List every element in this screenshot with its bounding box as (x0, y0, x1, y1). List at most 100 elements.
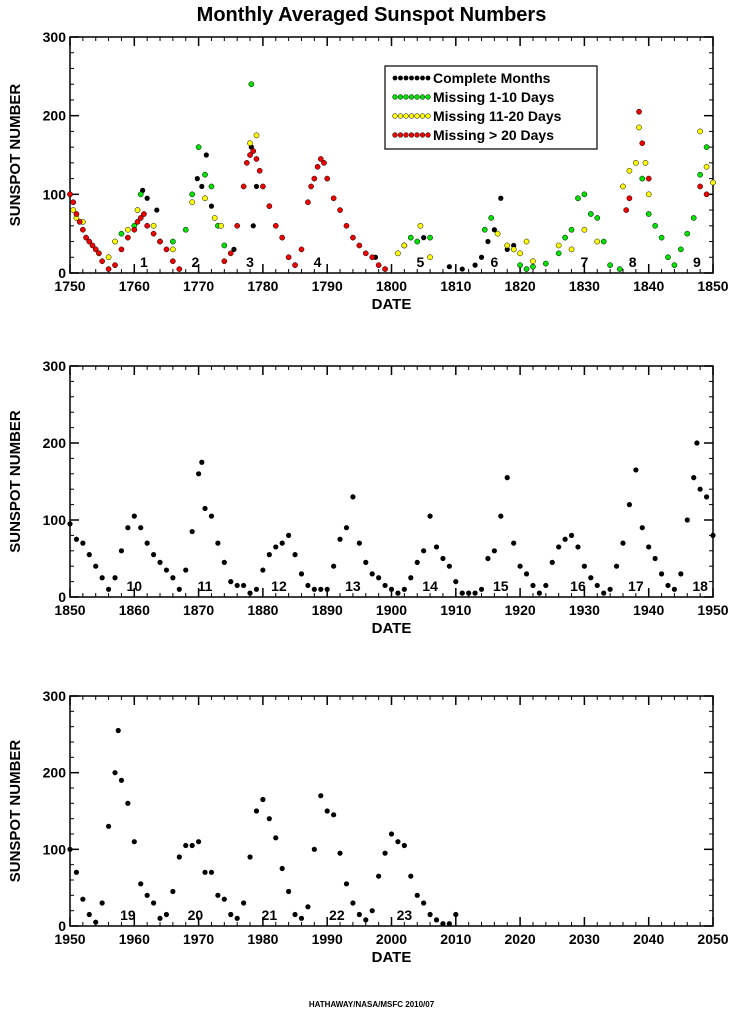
data-point (594, 238, 601, 245)
data-point (555, 242, 562, 249)
data-point (594, 215, 601, 221)
y-axis-label: SUNSPOT NUMBER (7, 740, 24, 883)
data-point (215, 540, 221, 546)
cycle-label: 23 (397, 907, 413, 923)
data-point (510, 246, 517, 253)
data-point (131, 839, 137, 845)
data-point (318, 586, 324, 592)
legend-label: Missing > 20 Days (433, 127, 554, 143)
data-point (202, 195, 208, 202)
data-point (607, 586, 613, 592)
data-point (285, 254, 292, 261)
data-point (118, 777, 125, 783)
data-point (613, 563, 620, 569)
data-point (80, 896, 86, 902)
data-point (170, 258, 176, 265)
x-tick-label: 1750 (54, 278, 85, 294)
x-tick-label: 2030 (569, 931, 600, 947)
data-point (601, 590, 607, 596)
cycle-label: 2 (191, 254, 199, 270)
y-tick-label: 200 (43, 765, 67, 781)
data-point (568, 246, 575, 253)
data-point (678, 246, 684, 253)
data-point (96, 250, 102, 257)
y-tick-label: 100 (43, 512, 67, 528)
data-point (125, 525, 131, 531)
cycle-label: 1 (140, 254, 148, 270)
cycle-label: 21 (262, 907, 278, 923)
data-point (636, 124, 642, 131)
data-point (196, 839, 202, 845)
x-tick-label: 2040 (633, 931, 664, 947)
data-point (314, 163, 321, 170)
data-point (221, 242, 228, 249)
data-point (581, 191, 588, 198)
data-point (414, 238, 421, 245)
x-tick-label: 1820 (505, 278, 536, 294)
data-point (646, 544, 652, 550)
data-point (324, 175, 331, 182)
data-point (112, 238, 118, 245)
cycle-label: 12 (271, 578, 287, 594)
data-point (231, 246, 237, 252)
data-point (421, 548, 427, 554)
data-point (141, 211, 147, 217)
data-point (70, 207, 77, 213)
legend-marker (414, 113, 420, 119)
cycle-label: 17 (628, 578, 644, 594)
data-point (376, 873, 382, 879)
plot-frame (69, 365, 714, 598)
x-tick-label: 2020 (505, 931, 536, 947)
data-point (697, 128, 703, 135)
data-point (253, 808, 260, 814)
data-point (286, 532, 292, 538)
data-point (517, 262, 523, 268)
data-point (498, 195, 504, 201)
data-point (678, 571, 684, 577)
data-point (427, 911, 433, 918)
data-point (163, 246, 170, 253)
data-point (485, 238, 491, 245)
data-point (453, 579, 459, 585)
data-point (176, 586, 182, 592)
data-point (556, 544, 562, 550)
x-tick-label: 1890 (312, 602, 343, 618)
data-point (305, 904, 311, 910)
data-point (234, 915, 240, 921)
data-point (600, 238, 607, 245)
data-point (89, 242, 96, 249)
data-point (253, 183, 260, 190)
data-point (337, 850, 343, 856)
legend-marker (392, 94, 398, 100)
data-point (253, 586, 260, 592)
data-point (616, 266, 623, 272)
data-point (260, 567, 266, 573)
data-point (228, 911, 234, 918)
x-tick-label: 1950 (54, 931, 85, 947)
data-point (498, 513, 504, 519)
data-point (488, 215, 495, 221)
cycle-label: 6 (490, 254, 498, 270)
plot-panel-1750-1850: 1750 1760 1770 1780 1790 1800 1810 1820 1830 1840… (7, 29, 729, 313)
data-point (170, 575, 176, 581)
data-point (105, 254, 112, 261)
data-point (363, 559, 369, 565)
legend-marker (398, 75, 403, 81)
y-tick-label: 200 (43, 108, 67, 124)
data-point (523, 571, 530, 577)
data-point (414, 559, 420, 565)
data-point (311, 175, 318, 182)
data-point (86, 238, 93, 245)
legend-marker (414, 132, 420, 138)
data-point (211, 215, 218, 221)
data-point (256, 167, 263, 174)
plot-panel-1950-2050: 1950 1960 1970 1980 1990 2000 2010 2020 2030 2040… (7, 688, 729, 966)
data-point (511, 540, 517, 546)
data-point (266, 203, 273, 209)
data-point (163, 567, 170, 573)
data-point (620, 183, 626, 190)
data-point (292, 911, 298, 918)
data-point (523, 238, 530, 245)
data-point (466, 590, 472, 596)
data-point (273, 544, 279, 550)
